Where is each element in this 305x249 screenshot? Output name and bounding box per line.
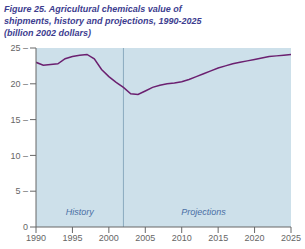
svg-text:1995: 1995 — [62, 233, 82, 243]
svg-text:10 –: 10 – — [10, 151, 28, 161]
svg-text:2015: 2015 — [208, 233, 228, 243]
svg-text:0: 0 — [23, 222, 28, 232]
svg-text:2025: 2025 — [281, 233, 297, 243]
svg-text:1990: 1990 — [26, 233, 46, 243]
svg-text:History: History — [66, 207, 95, 217]
svg-text:5 –: 5 – — [15, 186, 28, 196]
svg-text:2005: 2005 — [135, 233, 155, 243]
html-text:Figure 25. Agricultural chemic: Figure 25. Agricultural chemicals value … — [4, 4, 182, 14]
svg-text:Projections: Projections — [181, 207, 226, 217]
svg-text:15 –: 15 – — [10, 115, 28, 125]
svg-text:20 –: 20 – — [10, 79, 28, 89]
html-text:shipments, history and project: shipments, history and projections, 1990… — [4, 16, 202, 26]
svg-text:2010: 2010 — [172, 233, 192, 243]
html-text:(billion 2002 dollars): (billion 2002 dollars) — [4, 28, 91, 38]
svg-text:2020: 2020 — [245, 233, 265, 243]
svg-text:2000: 2000 — [99, 233, 119, 243]
svg-text:25 –: 25 – — [10, 43, 28, 53]
